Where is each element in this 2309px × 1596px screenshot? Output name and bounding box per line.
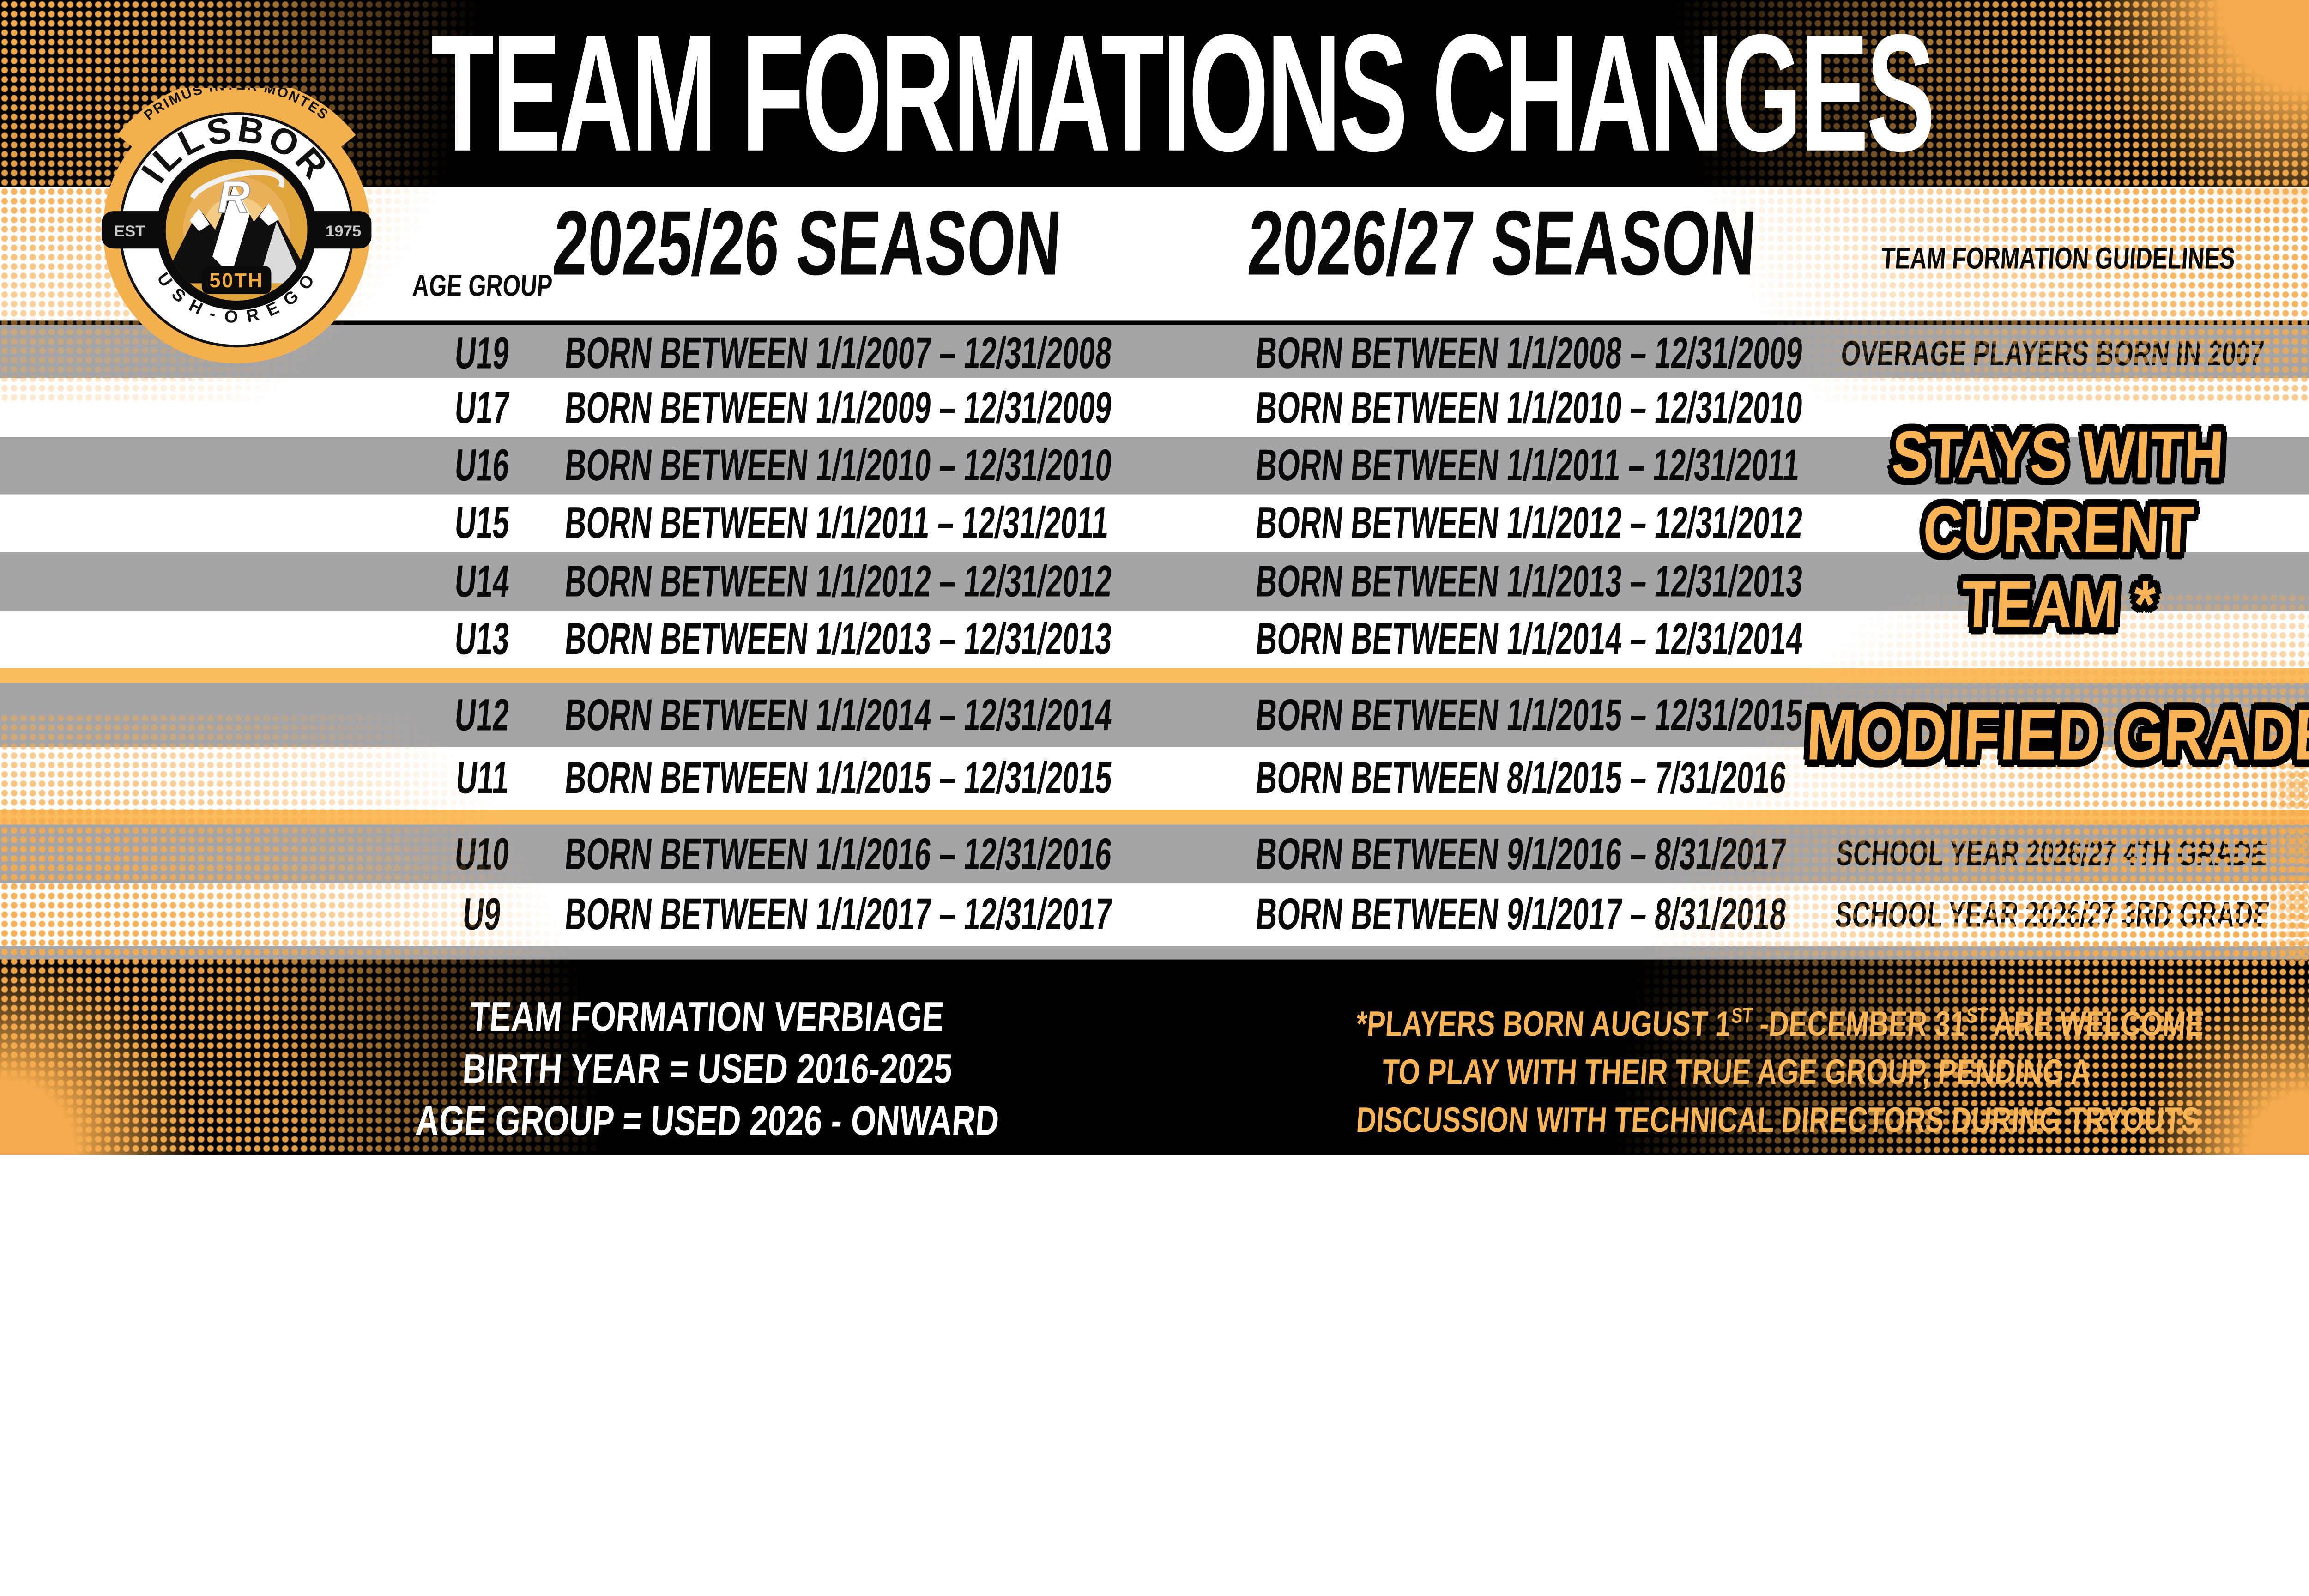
guideline-cell: SCHOOL YEAR 2026/27 3RD GRADE <box>1834 894 2271 934</box>
orange-separator <box>0 810 2309 825</box>
age-cell: U9 <box>461 888 504 940</box>
guideline-cell: SCHOOL YEAR 2026/27 4TH GRADE <box>1835 833 2270 873</box>
stays-with-current-team-badge: STAYS WITH CURRENT TEAM * <box>1890 417 2226 642</box>
season1-cell: BORN BETWEEN 1/1/2013 – 12/31/2013 <box>562 613 1114 665</box>
season1-cell: BORN BETWEEN 1/1/2007 – 12/31/2008 <box>562 326 1114 379</box>
logo-est-label: EST <box>114 223 145 240</box>
svg-text:R: R <box>218 171 250 222</box>
column-header-guidelines: TEAM FORMATION GUIDELINES <box>1880 243 2236 277</box>
superscript-st: ST <box>1730 1004 1753 1028</box>
orange-separator <box>0 668 2309 683</box>
guideline-cell: OVERAGE PLAYERS BORN IN 2007 <box>1839 332 2266 373</box>
age-cell: U10 <box>453 827 512 879</box>
age-cell: U13 <box>453 612 512 665</box>
age-cell: U12 <box>453 688 512 740</box>
anniversary-text: 50TH <box>209 270 264 292</box>
season1-cell: BORN BETWEEN 1/1/2011 – 12/31/2011 <box>562 496 1111 548</box>
hillsboro-rush-logo: PRIMUS INTER MONTES HILLSBORO R U S H - … <box>101 88 372 364</box>
bottom-gray-strip <box>0 946 2309 960</box>
footer-asterisk-note: *PLAYERS BORN AUGUST 1ST -DECEMBER 31ST … <box>1355 1004 2206 1139</box>
page-title-text: TEAM FORMATIONS CHANGES <box>431 0 1936 187</box>
season1-cell: BORN BETWEEN 1/1/2017 – 12/31/2017 <box>562 888 1114 940</box>
logo-year: 1975 <box>326 223 361 240</box>
season1-cell: BORN BETWEEN 1/1/2016 – 12/31/2016 <box>562 827 1114 879</box>
footer-verbiage-block: TEAM FORMATION VERBIAGE BIRTH YEAR = USE… <box>413 994 1000 1144</box>
age-cell: U19 <box>453 326 512 379</box>
age-cell: U16 <box>453 439 512 491</box>
table-row-u15: U15 BORN BETWEEN 1/1/2011 – 12/31/2011 B… <box>0 494 2309 552</box>
table-row-u10: U10 BORN BETWEEN 1/1/2016 – 12/31/2016 B… <box>0 824 2309 883</box>
modified-grade-badge: MODIFIED GRADE <box>1805 694 2309 775</box>
season1-cell: BORN BETWEEN 1/1/2015 – 12/31/2015 <box>562 752 1114 804</box>
column-header-season-2025-26: 2025/26 SEASON <box>550 193 1064 296</box>
superscript-st: ST <box>1965 1004 1989 1028</box>
table-row-u16: U16 BORN BETWEEN 1/1/2010 – 12/31/2010 B… <box>0 437 2309 495</box>
table-row-u9: U9 BORN BETWEEN 1/1/2017 – 12/31/2017 BO… <box>0 883 2309 946</box>
column-header-age-group: AGE GROUP <box>411 269 554 303</box>
age-cell: U15 <box>453 496 512 549</box>
season1-cell: BORN BETWEEN 1/1/2014 – 12/31/2014 <box>562 688 1114 740</box>
season1-cell: BORN BETWEEN 1/1/2012 – 12/31/2012 <box>562 555 1114 606</box>
poster-canvas: TEAM FORMATIONS CHANGES 2025/26 SEASON 2… <box>0 0 2309 1155</box>
age-cell: U17 <box>453 381 512 433</box>
season1-cell: BORN BETWEEN 1/1/2009 – 12/31/2009 <box>562 381 1114 433</box>
season1-cell: BORN BETWEEN 1/1/2010 – 12/31/2010 <box>562 439 1114 491</box>
age-cell: U14 <box>453 554 512 607</box>
column-header-season-2026-27: 2026/27 SEASON <box>1245 193 1759 296</box>
age-cell: U11 <box>453 751 511 804</box>
page-title: TEAM FORMATIONS CHANGES <box>432 0 1936 187</box>
